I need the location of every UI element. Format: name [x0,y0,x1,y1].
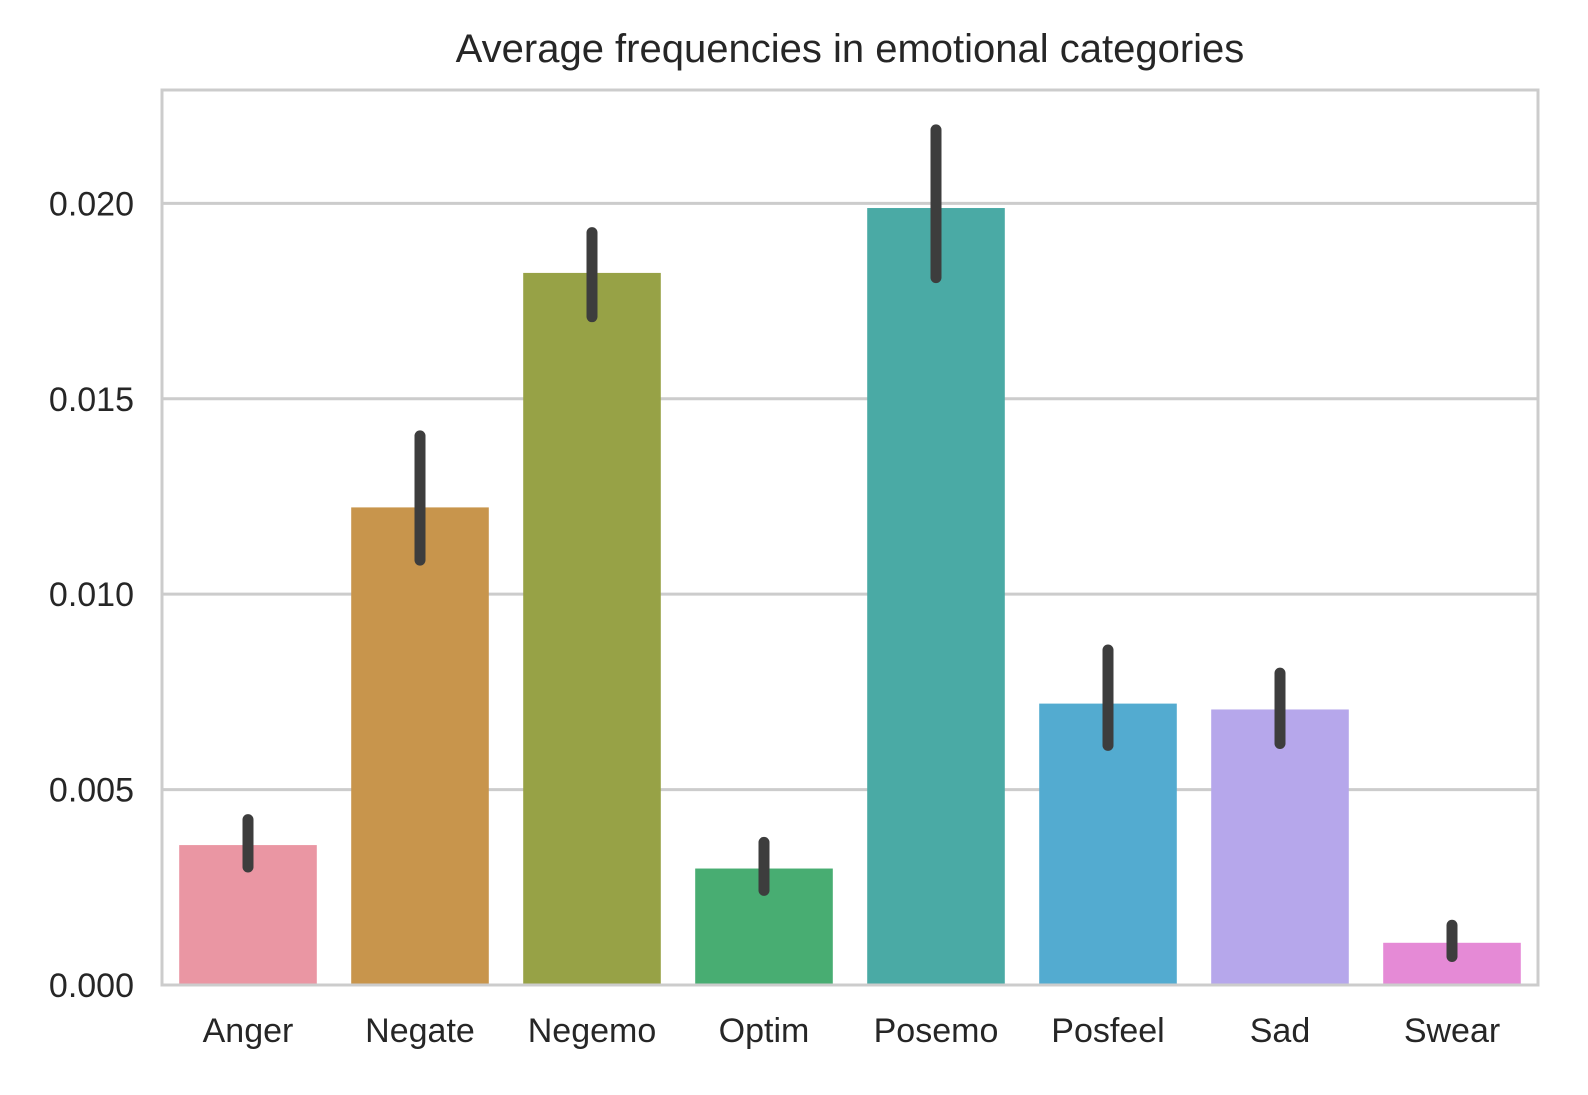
y-tick-label: 0.015 [49,381,134,419]
y-axis-ticks: 0.000 0.005 0.010 0.015 0.020 [49,185,134,1005]
error-bars [242,124,1458,962]
x-axis-ticks: Anger Negate Negemo Optim Posemo Posfeel Sad Sw… [203,1012,1501,1050]
bar-sad [1211,709,1349,985]
y-tick-label: 0.000 [49,967,134,1005]
bar-negate [351,507,489,985]
y-tick-label: 0.005 [49,772,134,810]
x-tick-label: Posfeel [1051,1012,1164,1050]
x-tick-label: Anger [203,1012,294,1050]
y-tick-label: 0.010 [49,576,134,614]
x-tick-label: Negate [365,1012,475,1050]
bars [179,208,1521,985]
plot-frame [160,88,1540,987]
x-tick-label: Negemo [528,1012,657,1050]
bar-negemo [523,272,661,985]
x-tick-label: Sad [1250,1012,1311,1050]
x-tick-label: Swear [1404,1012,1500,1050]
bar-posemo [867,208,1005,985]
y-tick-label: 0.020 [49,185,134,223]
x-tick-label: Optim [719,1012,810,1050]
chart-title: Average frequencies in emotional categor… [456,27,1245,71]
x-tick-label: Posemo [874,1012,999,1050]
